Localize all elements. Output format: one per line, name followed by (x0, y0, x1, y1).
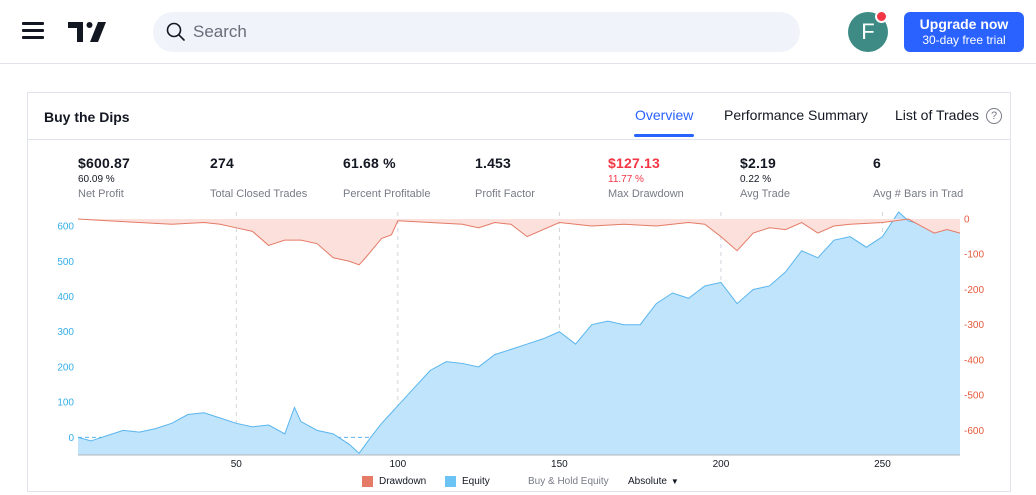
stat-total-closed-trades: 274 Total Closed Trades (210, 155, 335, 200)
search-input[interactable] (193, 22, 773, 42)
stat-name: Avg # Bars in Trades (873, 188, 963, 200)
stat-net-profit: $600.87 60.09 % Net Profit (78, 155, 203, 200)
legend-equity[interactable]: Equity (445, 474, 490, 488)
drawdown-swatch (362, 475, 373, 487)
top-navigation-bar: F Upgrade now 30-day free trial (0, 0, 1036, 64)
stat-percent (343, 174, 468, 185)
x-tick-label: 200 (713, 459, 730, 470)
equity-axis-label: 600 (57, 222, 74, 233)
equity-axis-label: 0 (68, 433, 74, 444)
stat-name: Percent Profitable (343, 188, 431, 200)
x-tick-label: 250 (874, 459, 891, 470)
stat-percent: 60.09 % (78, 174, 115, 185)
x-tick-label: 100 (390, 459, 407, 470)
stat-name: Profit Factor (475, 188, 535, 200)
drawdown-axis-label: 0 (964, 215, 970, 226)
stat-max-drawdown: $127.13 11.77 % Max Drawdown (608, 155, 733, 200)
drawdown-axis-label: -500 (964, 391, 984, 402)
stat-percent (475, 174, 600, 185)
stat-value: 6 (873, 155, 881, 171)
stat-value: 61.68 % (343, 155, 396, 171)
drawdown-area (78, 219, 960, 265)
legend-drawdown-label: Drawdown (379, 475, 427, 487)
stat-value: 274 (210, 155, 234, 171)
upgrade-button[interactable]: Upgrade now 30-day free trial (904, 12, 1024, 52)
notification-dot (875, 10, 888, 23)
help-icon[interactable]: ? (986, 108, 1002, 124)
legend-buy-hold-label: Buy & Hold Equity (528, 475, 609, 487)
stat-name: Net Profit (78, 188, 124, 200)
drawdown-axis-label: -300 (964, 320, 984, 331)
drawdown-axis-label: -600 (964, 426, 984, 437)
drawdown-axis-label: -100 (964, 250, 984, 261)
active-tab-indicator (634, 134, 694, 137)
avatar[interactable]: F (848, 12, 888, 52)
strategy-title: Buy the Dips (44, 109, 130, 125)
stat-name: Avg Trade (740, 188, 790, 200)
upgrade-title: Upgrade now (919, 16, 1009, 32)
search-icon (166, 22, 185, 41)
legend-buy-hold[interactable]: Buy & Hold Equity (528, 474, 609, 488)
upgrade-subtitle: 30-day free trial (922, 33, 1006, 47)
stat-name: Max Drawdown (608, 188, 684, 200)
tab-list-of-trades[interactable]: List of Trades (895, 107, 980, 123)
tab-overview[interactable]: Overview (635, 107, 694, 123)
stat-value: $2.19 (740, 155, 777, 171)
tradingview-logo[interactable] (68, 20, 106, 44)
caret-down-icon: ▼ (670, 476, 679, 486)
equity-swatch (445, 475, 456, 487)
drawdown-axis-label: -400 (964, 355, 984, 366)
equity-axis-label: 300 (57, 327, 74, 338)
absolute-dropdown[interactable]: Absolute ▼ (628, 474, 679, 488)
stat-percent: 11.77 % (608, 174, 644, 185)
stat-percent (873, 174, 963, 185)
stat-percent-profitable: 61.68 % Percent Profitable (343, 155, 468, 200)
equity-axis-label: 100 (57, 398, 74, 409)
equity-axis-label: 500 (57, 257, 74, 268)
equity-axis-label: 400 (57, 292, 74, 303)
stat-value: $127.13 (608, 155, 661, 171)
legend-drawdown[interactable]: Drawdown (362, 474, 426, 488)
equity-line (77, 211, 960, 454)
equity-drawdown-chart[interactable]: 0 100 200 300 400 500 600 0 -100 -200 -300 -400 -500… (28, 208, 998, 470)
tab-performance-summary[interactable]: Performance Summary (724, 107, 868, 123)
stat-percent (210, 174, 335, 185)
stat-value: $600.87 (78, 155, 131, 171)
stat-name: Total Closed Trades (210, 188, 308, 200)
drawdown-line (77, 218, 961, 266)
search-bar[interactable] (153, 12, 800, 52)
x-tick-label: 50 (231, 459, 243, 470)
header-divider (28, 139, 1010, 140)
drawdown-axis-label: -200 (964, 285, 984, 296)
equity-axis-label: 200 (57, 362, 74, 373)
hamburger-menu-icon[interactable] (22, 22, 44, 42)
stat-percent: 0.22 % (740, 174, 772, 185)
stat-value: 1.453 (475, 155, 512, 171)
stat-avg-trade: $2.19 0.22 % Avg Trade (740, 155, 865, 200)
equity-area (78, 212, 960, 455)
stat-avg-bars-in-trades: 6 Avg # Bars in Trades (873, 155, 963, 200)
x-tick-label: 150 (551, 459, 568, 470)
absolute-dropdown-label: Absolute (628, 475, 667, 487)
stat-profit-factor: 1.453 Profit Factor (475, 155, 600, 200)
legend-equity-label: Equity (462, 475, 490, 487)
